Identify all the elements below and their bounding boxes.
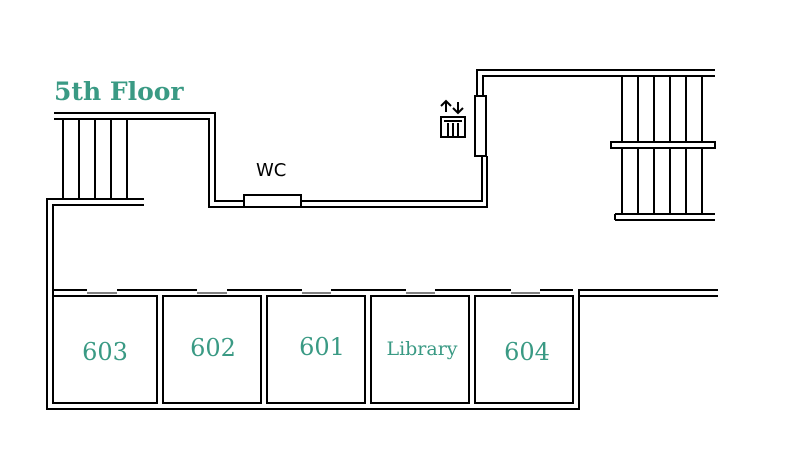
room-outline-602 <box>162 295 262 404</box>
room-outline-604 <box>474 295 574 404</box>
elevator-door <box>474 95 487 157</box>
elevator-icon <box>440 99 466 138</box>
room-outline-603 <box>52 295 158 404</box>
room-outline-601 <box>266 295 366 404</box>
floor-title: 5th Floor <box>54 77 184 106</box>
west-wall <box>46 198 718 410</box>
room-label-604: 604 <box>504 338 550 366</box>
room-label-602: 602 <box>190 334 236 362</box>
room-door-wall <box>53 289 573 294</box>
wc-door <box>243 194 302 208</box>
room-outline-library <box>370 295 470 404</box>
right-staircase <box>610 76 716 221</box>
wc-label: WC <box>256 160 286 181</box>
room-label-library: Library <box>386 338 457 360</box>
left-staircase <box>62 119 128 199</box>
room-label-603: 603 <box>82 338 128 366</box>
room-label-601: 601 <box>299 333 345 361</box>
